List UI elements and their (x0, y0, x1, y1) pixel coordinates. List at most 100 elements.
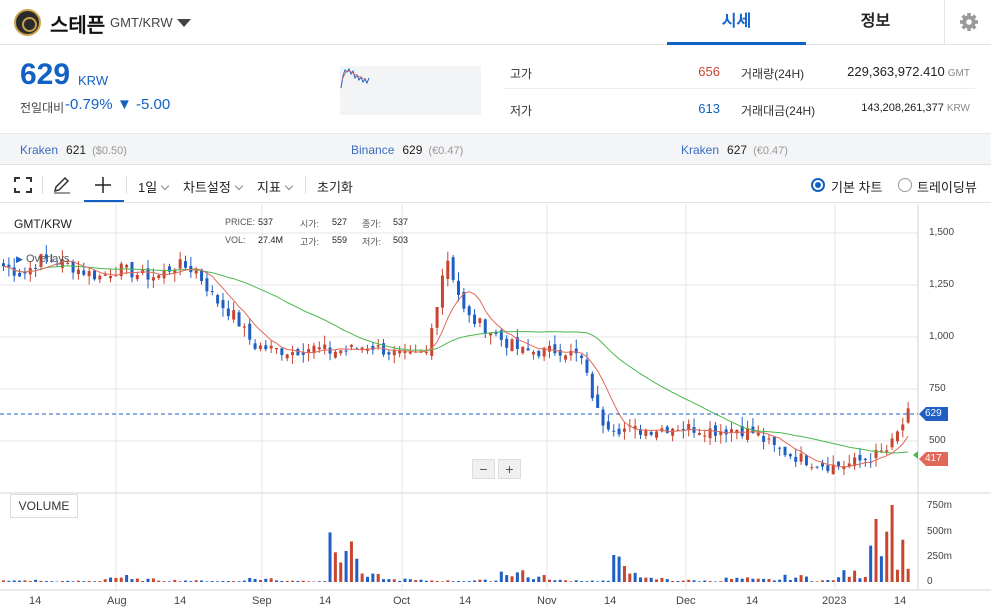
indicators-menu[interactable]: 지표 (257, 177, 294, 196)
chart-settings-menu[interactable]: 차트설정 (183, 177, 244, 196)
volume-bar (285, 580, 289, 582)
mini-chart (340, 66, 481, 115)
volume-bar (366, 576, 369, 582)
volume-bar (660, 577, 664, 582)
candle-body (767, 438, 771, 440)
pencil-icon[interactable] (52, 176, 72, 194)
volume-button[interactable]: VOLUME (10, 494, 78, 518)
candle-body (863, 458, 867, 461)
exchange-name: Kraken (20, 143, 59, 157)
candle-body (258, 345, 262, 350)
exchange-item[interactable]: Kraken 627 (€0.47) (681, 143, 788, 157)
candle-body (135, 275, 139, 280)
volume-bar (424, 580, 428, 582)
chevron-down-icon (160, 181, 170, 191)
price-tick: 1,000 (929, 331, 955, 342)
volume-bar (494, 580, 498, 582)
overlays-toggle[interactable]: ▶ Overlays (16, 253, 69, 265)
candle-body (339, 350, 343, 354)
candle-body (515, 337, 519, 349)
volume-bar (788, 580, 792, 582)
volume-bar (596, 581, 600, 582)
zoom-in-button[interactable]: + (498, 459, 521, 479)
volume-bar (473, 580, 477, 582)
candle-body (649, 431, 653, 435)
x-tick: Nov (537, 595, 557, 607)
exchange-price: 629 (402, 143, 423, 157)
volume-bar (483, 579, 487, 582)
crosshair-button[interactable] (84, 166, 124, 202)
candle-body (890, 438, 894, 448)
volume-bar (863, 576, 867, 582)
volume-bar (98, 581, 102, 582)
interval-select[interactable]: 1일 (138, 177, 170, 196)
basic-chart-label[interactable]: 기본 차트 (831, 180, 883, 195)
tradingview-label[interactable]: 트레이딩뷰 (917, 180, 977, 195)
reset-button[interactable]: 초기화 (317, 180, 353, 195)
candlestick-chart[interactable] (0, 204, 991, 614)
x-tick: 14 (746, 595, 759, 607)
candle-body (178, 259, 182, 269)
volume-bar (264, 578, 268, 582)
settings-button[interactable] (944, 0, 991, 45)
basic-chart-radio[interactable] (811, 178, 825, 192)
tradingview-radio[interactable] (898, 178, 912, 192)
candle-body (794, 456, 798, 462)
volume-bar (280, 580, 284, 582)
volume-bar (301, 580, 305, 582)
volume-bar (382, 579, 386, 582)
legend-high: 559 (332, 235, 348, 245)
volume-bar (237, 581, 241, 582)
candle-body (837, 461, 841, 466)
exchange-item[interactable]: Kraken 621 ($0.50) (20, 143, 127, 157)
volume-bar (440, 581, 444, 582)
volume-bar (548, 579, 551, 582)
volume-24h: 229,363,972.410 GMT (820, 64, 970, 79)
volume-bar (446, 580, 450, 582)
volume-bar (323, 581, 327, 582)
volume-bar (403, 578, 407, 582)
volume-bar (815, 581, 819, 582)
price-tick: 1,250 (929, 279, 955, 290)
volume-24h-value: 229,363,972.410 (847, 64, 945, 79)
tab-quote[interactable]: 시세 (667, 0, 806, 45)
candle-body (821, 463, 824, 467)
volume-bar (119, 577, 123, 582)
coin-pair: GMT/KRW (110, 15, 173, 30)
coin-name: 스테픈 (50, 15, 106, 37)
candle-body (719, 431, 723, 436)
x-tick: 14 (29, 595, 42, 607)
volume-bar (569, 581, 573, 582)
candle-body (18, 272, 22, 277)
volume-bar (130, 579, 134, 582)
volume-bar (676, 580, 680, 582)
zoom-out-button[interactable]: − (472, 459, 495, 479)
volume-bar (114, 577, 118, 582)
volume-bar (307, 581, 311, 582)
candle-body (76, 269, 80, 275)
volume-tick: 250m (927, 551, 953, 562)
volume-bar (205, 581, 209, 582)
volume-bar (837, 577, 841, 582)
fullscreen-icon[interactable] (14, 177, 32, 193)
exchange-item[interactable]: Binance 629 (€0.47) (351, 143, 463, 157)
candle-body (521, 346, 525, 354)
volume-bar (510, 576, 514, 582)
tab-info[interactable]: 정보 (860, 13, 891, 30)
volume-bar (585, 581, 589, 582)
candle-body (408, 351, 412, 354)
volume-bar (200, 580, 204, 582)
volume-bar (826, 579, 830, 582)
candle-body (296, 348, 300, 356)
volume-bar (874, 518, 878, 582)
candle-body (633, 425, 637, 430)
volume-bar (162, 581, 166, 582)
volume-bar (574, 580, 578, 582)
coin-dropdown-icon[interactable] (177, 19, 191, 27)
volume-bar (831, 580, 835, 582)
chart-toolbar: 1일 차트설정 지표 초기화 기본 차트 트레이딩뷰 (0, 166, 991, 203)
candle-body (162, 270, 166, 279)
candle-body (167, 266, 171, 272)
candle-body (216, 295, 220, 304)
volume-bar (730, 579, 733, 582)
